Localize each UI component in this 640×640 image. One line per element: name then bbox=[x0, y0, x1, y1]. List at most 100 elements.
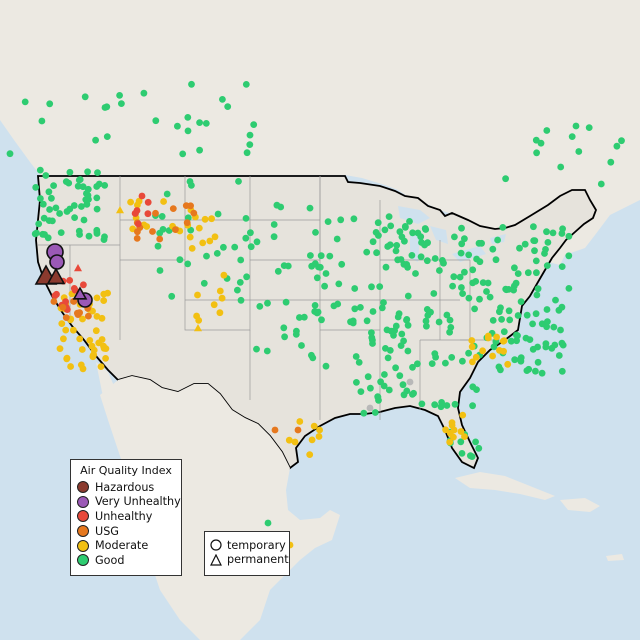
station-marker-permanent[interactable] bbox=[116, 206, 124, 214]
station-marker[interactable] bbox=[432, 353, 439, 361]
station-marker[interactable] bbox=[316, 426, 323, 434]
station-marker[interactable] bbox=[274, 267, 282, 275]
station-marker[interactable] bbox=[264, 299, 271, 307]
station-marker[interactable] bbox=[364, 373, 372, 381]
station-marker[interactable] bbox=[152, 209, 159, 217]
station-marker[interactable] bbox=[369, 308, 377, 315]
station-marker[interactable] bbox=[280, 324, 288, 332]
station-marker[interactable] bbox=[70, 298, 77, 305]
station-marker[interactable] bbox=[442, 359, 449, 367]
station-marker[interactable] bbox=[543, 306, 551, 313]
station-marker[interactable] bbox=[242, 215, 250, 222]
station-marker[interactable] bbox=[457, 249, 465, 257]
station-marker[interactable] bbox=[618, 137, 625, 145]
station-marker[interactable] bbox=[236, 279, 244, 286]
station-marker[interactable] bbox=[172, 226, 179, 234]
station-marker[interactable] bbox=[80, 281, 87, 289]
station-marker[interactable] bbox=[529, 320, 536, 328]
station-marker[interactable] bbox=[179, 150, 187, 158]
station-marker[interactable] bbox=[243, 273, 251, 281]
station-marker[interactable] bbox=[393, 242, 401, 249]
station-marker[interactable] bbox=[271, 426, 279, 434]
station-marker[interactable] bbox=[390, 331, 397, 339]
station-marker[interactable] bbox=[95, 180, 103, 188]
station-marker[interactable] bbox=[203, 252, 210, 260]
station-marker[interactable] bbox=[84, 168, 91, 176]
station-marker[interactable] bbox=[484, 334, 492, 342]
station-marker[interactable] bbox=[489, 352, 496, 360]
station-marker[interactable] bbox=[475, 239, 483, 247]
station-marker[interactable] bbox=[418, 239, 425, 246]
station-marker[interactable] bbox=[195, 224, 203, 232]
station-marker[interactable] bbox=[357, 304, 364, 311]
station-marker[interactable] bbox=[168, 292, 176, 300]
station-marker[interactable] bbox=[522, 334, 530, 342]
station-marker[interactable] bbox=[102, 355, 109, 362]
station-marker-permanent[interactable] bbox=[46, 267, 66, 285]
station-marker[interactable] bbox=[36, 166, 44, 174]
station-marker[interactable] bbox=[421, 225, 429, 232]
station-marker[interactable] bbox=[533, 291, 541, 299]
station-marker[interactable] bbox=[542, 343, 550, 351]
station-marker[interactable] bbox=[383, 326, 391, 334]
station-marker[interactable] bbox=[56, 210, 63, 217]
station-marker[interactable] bbox=[387, 222, 395, 230]
station-marker[interactable] bbox=[404, 347, 412, 355]
station-marker[interactable] bbox=[196, 146, 204, 154]
station-marker[interactable] bbox=[98, 314, 106, 322]
station-marker[interactable] bbox=[461, 433, 468, 440]
station-marker[interactable] bbox=[568, 133, 576, 141]
station-marker[interactable] bbox=[516, 244, 523, 252]
station-marker[interactable] bbox=[281, 333, 288, 341]
station-marker[interactable] bbox=[78, 346, 86, 353]
station-marker[interactable] bbox=[552, 296, 559, 304]
station-marker[interactable] bbox=[35, 220, 43, 228]
station-marker[interactable] bbox=[384, 243, 392, 250]
station-marker[interactable] bbox=[558, 367, 566, 375]
station-marker[interactable] bbox=[531, 247, 538, 255]
station-marker-permanent[interactable] bbox=[74, 264, 82, 272]
station-marker[interactable] bbox=[496, 308, 503, 316]
station-marker[interactable] bbox=[374, 393, 382, 401]
station-marker[interactable] bbox=[512, 279, 520, 287]
station-marker[interactable] bbox=[70, 202, 78, 209]
station-marker[interactable] bbox=[216, 287, 224, 295]
station-marker[interactable] bbox=[220, 243, 227, 251]
station-marker[interactable] bbox=[533, 269, 540, 277]
station-marker[interactable] bbox=[184, 127, 192, 135]
station-marker[interactable] bbox=[399, 381, 407, 389]
station-marker[interactable] bbox=[81, 93, 89, 101]
station-marker[interactable] bbox=[484, 279, 492, 287]
station-marker[interactable] bbox=[575, 148, 583, 155]
station-marker[interactable] bbox=[511, 264, 518, 272]
station-marker[interactable] bbox=[263, 347, 271, 355]
station-marker[interactable] bbox=[66, 277, 74, 284]
station-marker[interactable] bbox=[374, 219, 382, 227]
station-marker[interactable] bbox=[60, 335, 67, 343]
station-marker[interactable] bbox=[62, 326, 70, 334]
station-marker[interactable] bbox=[48, 194, 55, 202]
station-marker[interactable] bbox=[409, 363, 416, 371]
station-marker[interactable] bbox=[449, 282, 456, 290]
station-marker[interactable] bbox=[437, 403, 445, 411]
station-marker[interactable] bbox=[264, 519, 272, 527]
station-marker[interactable] bbox=[214, 210, 222, 218]
station-marker[interactable] bbox=[63, 354, 71, 362]
station-marker[interactable] bbox=[237, 256, 245, 264]
station-marker[interactable] bbox=[183, 219, 191, 227]
station-marker[interactable] bbox=[565, 285, 573, 292]
station-marker[interactable] bbox=[202, 120, 210, 127]
station-marker[interactable] bbox=[253, 238, 261, 246]
station-marker[interactable] bbox=[404, 321, 412, 329]
station-marker[interactable] bbox=[451, 400, 459, 408]
station-marker[interactable] bbox=[93, 205, 101, 213]
station-marker[interactable] bbox=[403, 316, 410, 324]
station-marker[interactable] bbox=[458, 450, 466, 457]
station-marker[interactable] bbox=[231, 243, 239, 251]
station-marker[interactable] bbox=[532, 257, 540, 265]
station-marker[interactable] bbox=[216, 309, 224, 317]
station-marker[interactable] bbox=[530, 223, 537, 231]
station-marker[interactable] bbox=[92, 327, 100, 335]
station-marker[interactable] bbox=[357, 388, 365, 395]
station-marker[interactable] bbox=[558, 339, 566, 347]
